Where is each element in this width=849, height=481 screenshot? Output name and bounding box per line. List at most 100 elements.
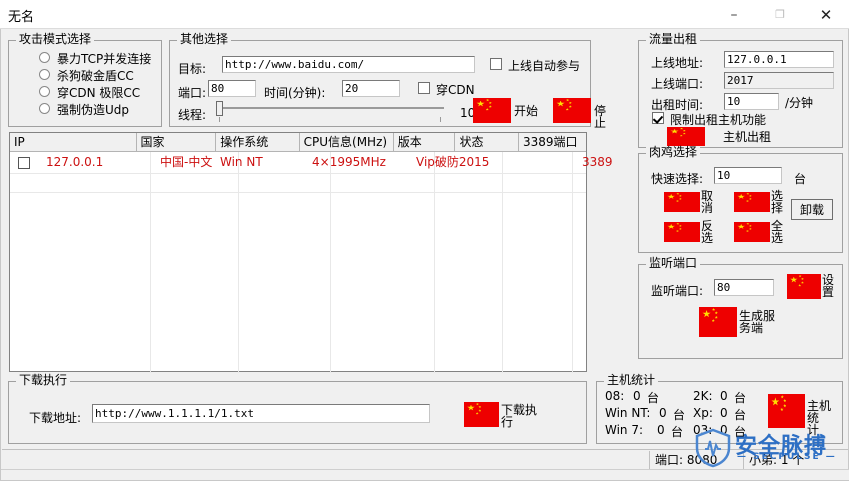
stat-value-08: 0 bbox=[633, 389, 641, 403]
start-button-label[interactable]: 开始 bbox=[514, 104, 539, 118]
column-header-version[interactable]: 版本 bbox=[393, 133, 456, 151]
window-title: 无名 bbox=[8, 10, 35, 25]
online-port-input[interactable] bbox=[724, 72, 834, 89]
slider-thumb[interactable] bbox=[216, 101, 223, 116]
auto-join-checkbox[interactable] bbox=[490, 58, 502, 70]
flag-big-star bbox=[737, 224, 745, 229]
host-stats-button-label[interactable]: 主机统 计 bbox=[807, 399, 832, 437]
radio-brute-tcp[interactable] bbox=[39, 52, 50, 63]
flag-small-star-4 bbox=[711, 319, 715, 323]
flag-small-star-1 bbox=[798, 274, 802, 278]
download-url-label: 下载地址: bbox=[29, 411, 82, 425]
invert-flag-icon[interactable] bbox=[664, 222, 700, 242]
invert-button-label[interactable]: 反 选 bbox=[701, 219, 714, 245]
target-input[interactable] bbox=[222, 56, 475, 73]
column-header-port3389[interactable]: 3389端口 bbox=[518, 133, 586, 151]
flag-big-star bbox=[702, 310, 711, 318]
settings-flag-icon[interactable] bbox=[787, 274, 821, 299]
flag-small-star-1 bbox=[485, 98, 490, 102]
rent-time-label: 出租时间: bbox=[651, 98, 704, 112]
maximize-button[interactable]: ❐ bbox=[775, 8, 785, 21]
download-exec-button-label[interactable]: 下载执 行 bbox=[501, 403, 538, 429]
port-label: 端口: bbox=[178, 86, 207, 100]
select-flag-icon[interactable] bbox=[734, 192, 770, 212]
flag-big-star bbox=[467, 404, 475, 411]
clipped-bottom-strip bbox=[1, 469, 849, 480]
thread-label: 线程: bbox=[178, 108, 207, 122]
host-stats-legend: 主机统计 bbox=[604, 374, 659, 386]
flag-small-star-3 bbox=[800, 281, 804, 284]
flag-small-star-1 bbox=[746, 222, 750, 225]
stat-unit-xp: 台 bbox=[734, 408, 747, 422]
column-header-os[interactable]: 操作系统 bbox=[216, 133, 300, 151]
cdn-checkbox[interactable] bbox=[418, 82, 430, 94]
column-header-status[interactable]: 状态 bbox=[455, 133, 519, 151]
thread-slider[interactable] bbox=[212, 101, 457, 123]
window-controls: – ❐ ✕ bbox=[711, 0, 849, 29]
row-select-checkbox[interactable] bbox=[18, 157, 30, 169]
grid-line bbox=[10, 192, 586, 193]
cancel-button-label[interactable]: 取 消 bbox=[701, 189, 714, 215]
listen-port-group: 监听端口 监听端口: 设 置 生成服 务端 bbox=[638, 257, 843, 359]
select-all-flag-icon[interactable] bbox=[734, 222, 770, 242]
gen-server-button-label[interactable]: 生成服 务端 bbox=[739, 309, 776, 335]
download-exec-flag-icon[interactable] bbox=[464, 402, 499, 427]
flag-small-star-3 bbox=[748, 227, 752, 230]
flag-small-star-3 bbox=[714, 315, 718, 319]
listen-port-input[interactable] bbox=[714, 279, 774, 296]
stat-value-winnt: 0 bbox=[659, 406, 667, 420]
table-row[interactable]: 127.0.0.1 中国-中文 Win NT 4×1995MHz Vip破防20… bbox=[10, 152, 613, 173]
flag-small-star-3 bbox=[568, 105, 572, 108]
online-address-input[interactable] bbox=[724, 51, 834, 68]
radio-cdn-extreme-cc[interactable] bbox=[39, 86, 50, 97]
column-header-country[interactable]: 国家 bbox=[136, 133, 217, 151]
limit-rent-checkbox[interactable] bbox=[652, 112, 664, 124]
select-button-label[interactable]: 选 择 bbox=[771, 189, 784, 215]
flag-big-star bbox=[667, 224, 675, 229]
flag-small-star-4 bbox=[565, 108, 569, 111]
grid-line bbox=[10, 173, 586, 174]
start-flag-icon[interactable] bbox=[473, 98, 511, 123]
flag-small-star-4 bbox=[679, 134, 683, 137]
close-button[interactable]: ✕ bbox=[819, 5, 833, 24]
flag-small-star-3 bbox=[783, 403, 787, 408]
cell-ip: 127.0.0.1 bbox=[46, 155, 104, 169]
time-input[interactable] bbox=[342, 80, 400, 97]
download-url-input[interactable] bbox=[92, 404, 430, 423]
column-header-ip[interactable]: IP bbox=[10, 133, 137, 151]
quick-select-input[interactable] bbox=[714, 167, 782, 184]
flag-small-star-4 bbox=[675, 230, 680, 232]
stat-key-03: 03: bbox=[693, 423, 713, 437]
grid-line bbox=[330, 152, 331, 373]
host-rent-label[interactable]: 主机出租 bbox=[723, 130, 772, 144]
radio-forced-udp[interactable] bbox=[39, 103, 50, 114]
quick-select-unit: 台 bbox=[794, 172, 807, 186]
flag-small-star-2 bbox=[568, 101, 572, 105]
gen-server-flag-icon[interactable] bbox=[699, 307, 737, 337]
rent-time-input[interactable] bbox=[724, 93, 779, 110]
minimize-button[interactable]: – bbox=[730, 6, 738, 23]
quick-select-label: 快速选择: bbox=[651, 172, 704, 186]
target-label: 目标: bbox=[178, 62, 207, 76]
stop-button-label[interactable]: 停止 bbox=[594, 104, 607, 130]
column-header-cpu[interactable]: CPU信息(MHz) bbox=[299, 133, 394, 151]
select-all-button-label[interactable]: 全 选 bbox=[771, 219, 784, 245]
hosts-table[interactable]: IP 国家 操作系统 CPU信息(MHz) 版本 状态 3389端口 bbox=[9, 132, 613, 373]
flag-big-star bbox=[790, 276, 798, 283]
grid-line bbox=[434, 152, 435, 373]
stat-key-08: 08: bbox=[605, 389, 625, 403]
radio-kill-dog-cc[interactable] bbox=[39, 69, 50, 80]
flag-small-star-1 bbox=[676, 222, 680, 225]
settings-button-label[interactable]: 设 置 bbox=[822, 273, 835, 299]
host-rent-flag-icon[interactable] bbox=[667, 127, 705, 146]
status-bar: 端口: 8080 小弟: 1 个 bbox=[2, 449, 848, 469]
stop-flag-icon[interactable] bbox=[553, 98, 591, 123]
cancel-flag-icon[interactable] bbox=[664, 192, 700, 212]
status-port: 端口: 8080 bbox=[649, 451, 739, 469]
flag-small-star-2 bbox=[678, 224, 682, 227]
stat-unit-winnt: 台 bbox=[673, 408, 686, 422]
port-input[interactable] bbox=[208, 80, 256, 97]
uninstall-button[interactable]: 卸载 bbox=[791, 199, 833, 220]
host-stats-flag-icon[interactable] bbox=[768, 394, 805, 428]
